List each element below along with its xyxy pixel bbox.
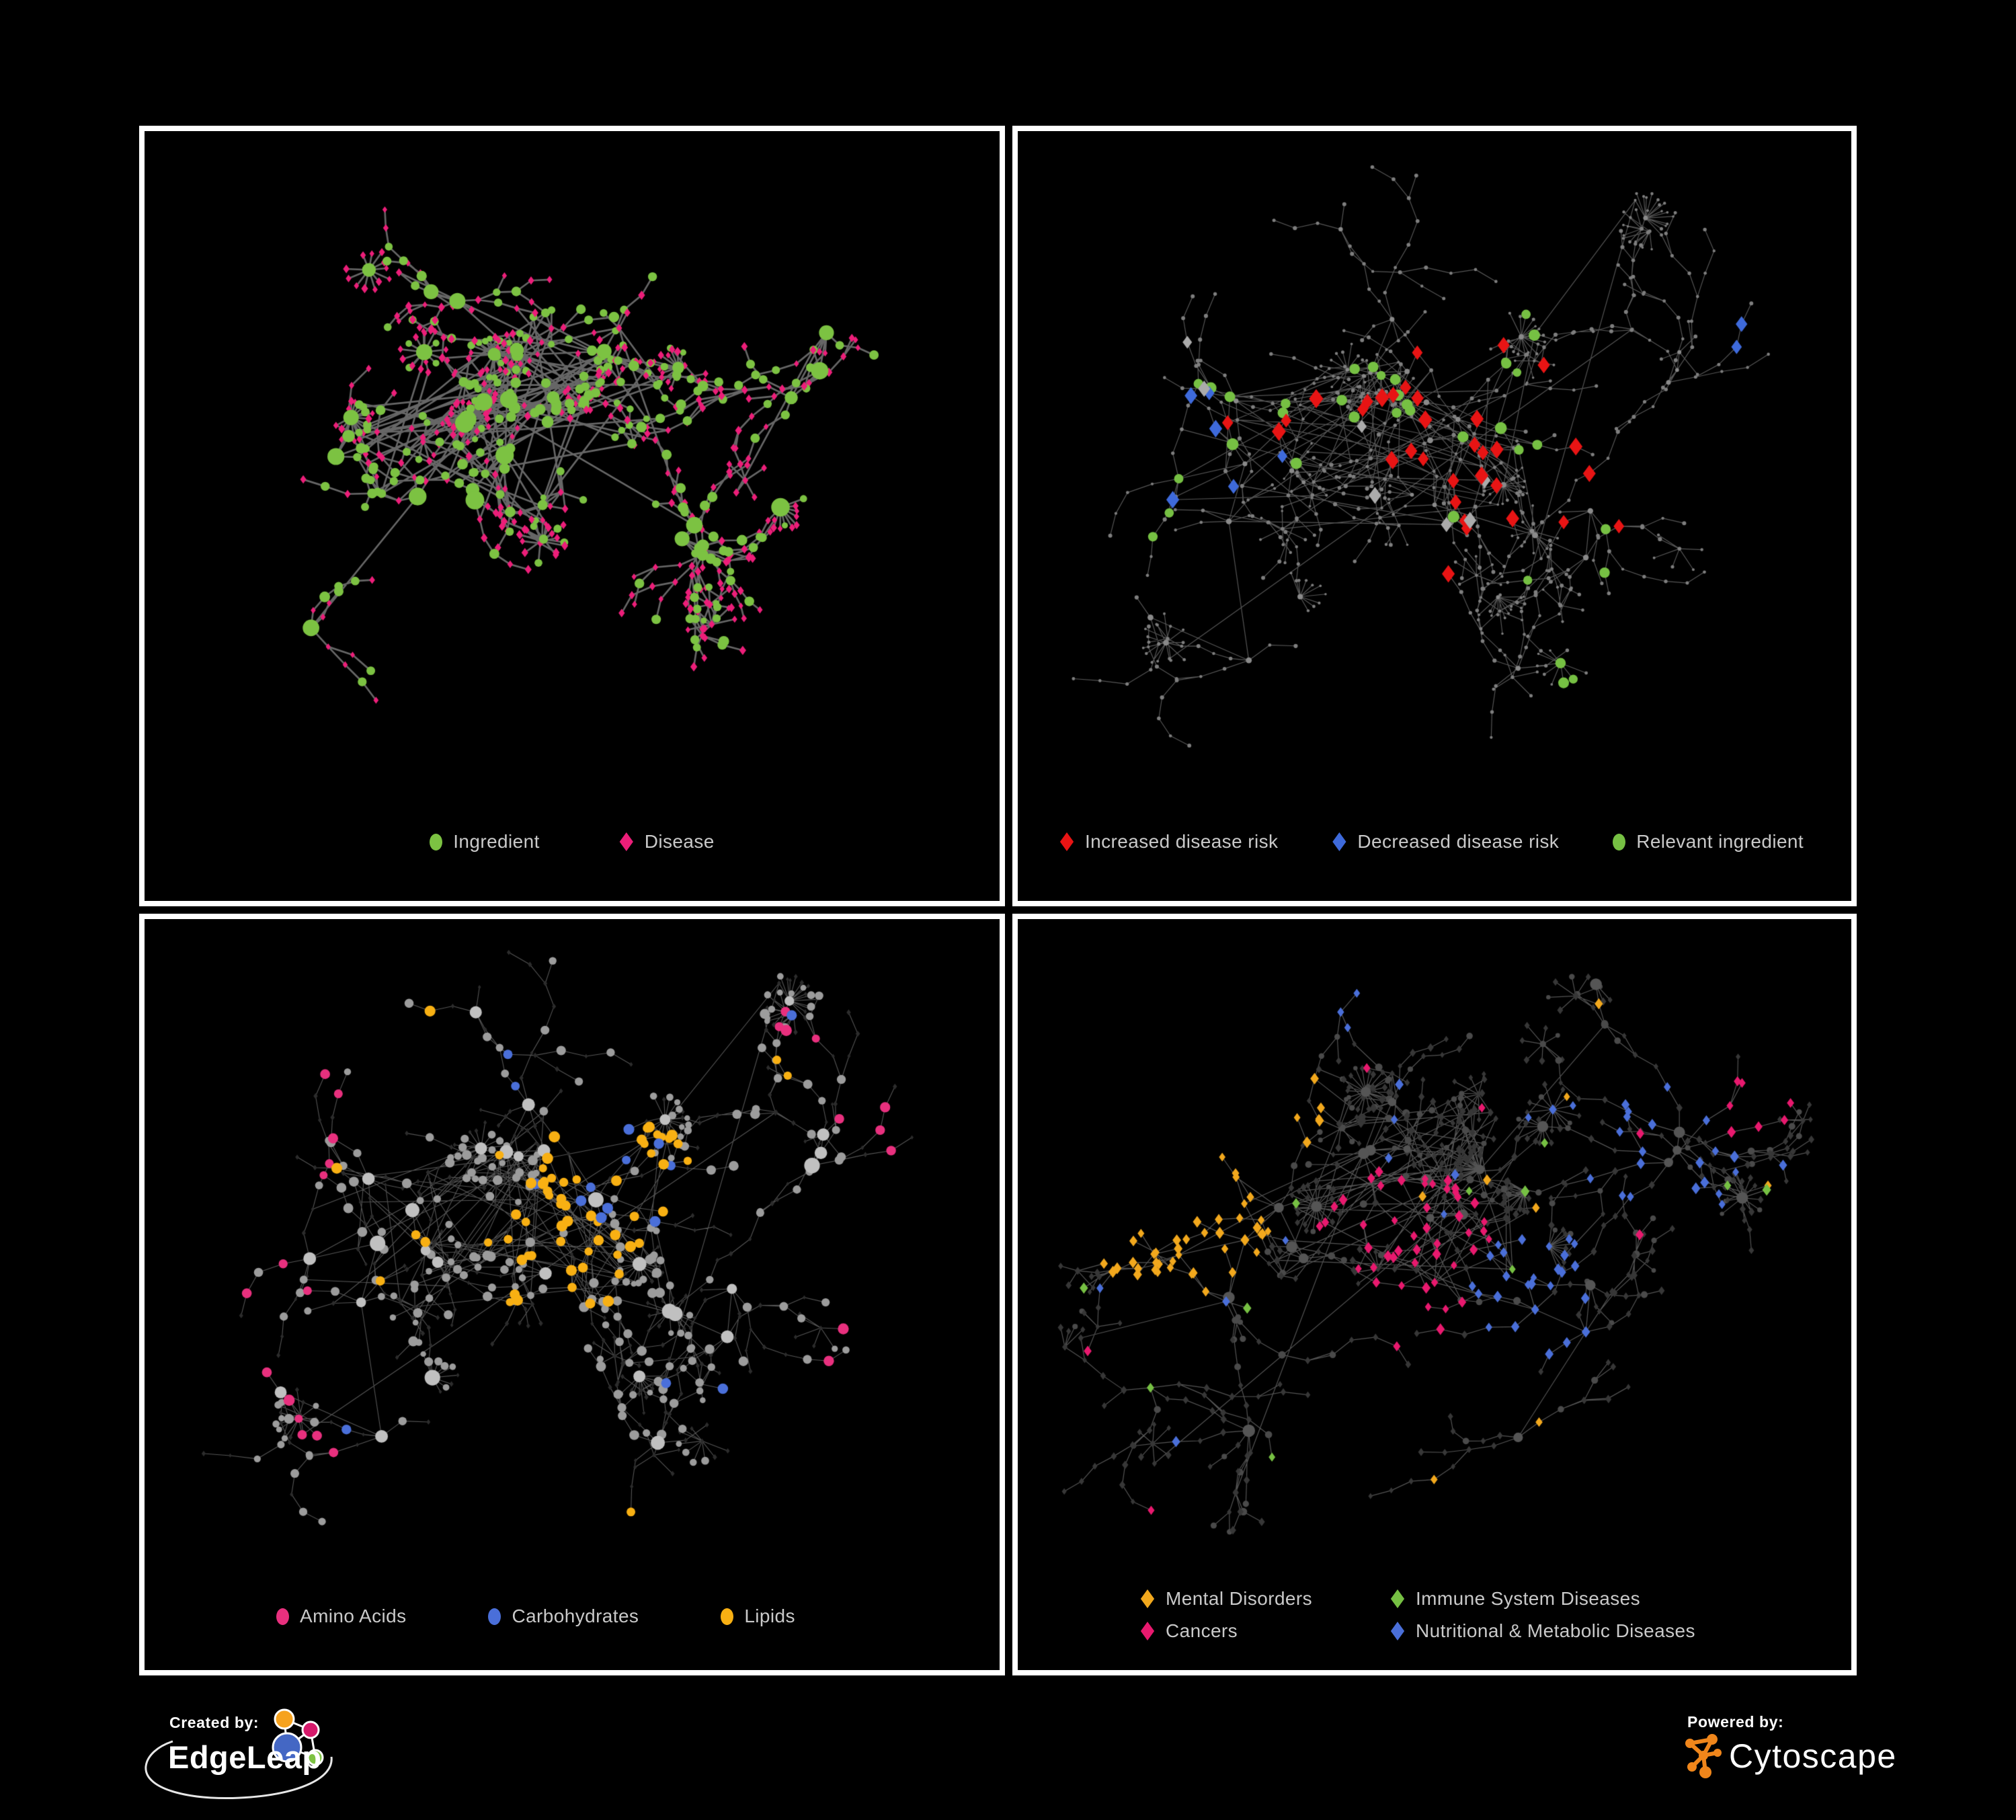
legend-swatch-ingredient-icon	[430, 833, 443, 850]
network-canvas-nutrient-classes[interactable]	[145, 919, 1000, 1575]
legend-label-disease: Disease	[644, 831, 715, 852]
panel-ingredient-disease: Ingredient Disease	[139, 126, 1005, 906]
legend-swatch-relevant-ingredient-icon	[1613, 833, 1626, 850]
legend-disease-classes: Mental Disorders Immune System Diseases Ca…	[1140, 1588, 1695, 1642]
panel-disease-classes: Mental Disorders Immune System Diseases Ca…	[1012, 914, 1857, 1675]
legend-item-ingredient: Ingredient	[430, 831, 540, 853]
network-canvas-disease-risk[interactable]	[1018, 131, 1851, 803]
legend-item-carbohydrates: Carbohydrates	[488, 1606, 639, 1627]
legend-item-nutritional-metabolic-diseases: Nutritional & Metabolic Diseases	[1390, 1620, 1695, 1642]
legend-item-mental-disorders: Mental Disorders	[1140, 1588, 1390, 1610]
legend-swatch-lipids-icon	[721, 1608, 734, 1625]
legend-label-increased-disease-risk: Increased disease risk	[1085, 831, 1279, 852]
created-by-label: Created by:	[169, 1714, 259, 1731]
legend-swatch-immune-system-diseases-icon	[1390, 1589, 1405, 1608]
legend-label-ingredient: Ingredient	[453, 831, 540, 852]
legend-item-lipids: Lipids	[721, 1606, 795, 1627]
cytoscape-logo-icon	[1685, 1734, 1722, 1778]
powered-by-label: Powered by:	[1687, 1713, 1784, 1731]
legend-label-amino-acids: Amino Acids	[300, 1606, 407, 1626]
legend-item-cancers: Cancers	[1140, 1620, 1390, 1642]
legend-label-relevant-ingredient: Relevant ingredient	[1636, 831, 1804, 852]
legend-label-nutritional-metabolic-diseases: Nutritional & Metabolic Diseases	[1416, 1620, 1695, 1641]
legend-swatch-nutritional-metabolic-diseases-icon	[1390, 1622, 1405, 1640]
legend-item-relevant-ingredient: Relevant ingredient	[1613, 831, 1804, 853]
panel-disease-risk: Increased disease risk Decreased disease …	[1012, 126, 1857, 906]
legend-item-amino-acids: Amino Acids	[276, 1606, 406, 1627]
legend-swatch-mental-disorders-icon	[1140, 1589, 1155, 1608]
legend-label-carbohydrates: Carbohydrates	[512, 1606, 639, 1626]
legend-label-lipids: Lipids	[744, 1606, 795, 1626]
legend-swatch-cancers-icon	[1140, 1622, 1155, 1640]
legend-item-disease: Disease	[619, 831, 715, 853]
legend-swatch-decreased-disease-risk-icon	[1332, 832, 1346, 851]
legend-swatch-amino-acids-icon	[276, 1608, 289, 1625]
legend-label-decreased-disease-risk: Decreased disease risk	[1357, 831, 1560, 852]
cytoscape-wordmark: Cytoscape	[1729, 1737, 1897, 1775]
legend-item-increased-disease-risk: Increased disease risk	[1059, 831, 1278, 853]
legend-nutrient-classes: Amino Acids Carbohydrates Lipids	[145, 1606, 1000, 1627]
legend-ingredient-disease: Ingredient Disease	[145, 831, 1000, 853]
legend-swatch-disease-icon	[619, 832, 633, 851]
legend-item-immune-system-diseases: Immune System Diseases	[1390, 1588, 1695, 1610]
legend-label-mental-disorders: Mental Disorders	[1166, 1588, 1313, 1609]
edgeleap-logo-icon	[145, 1708, 333, 1800]
legend-label-cancers: Cancers	[1166, 1620, 1238, 1641]
legend-swatch-carbohydrates-icon	[488, 1608, 501, 1625]
network-canvas-disease-classes[interactable]	[1018, 919, 1851, 1568]
legend-item-decreased-disease-risk: Decreased disease risk	[1332, 831, 1559, 853]
legend-label-immune-system-diseases: Immune System Diseases	[1416, 1588, 1641, 1609]
edgeleap-wordmark: EdgeLeap	[168, 1739, 322, 1775]
legend-swatch-increased-disease-risk-icon	[1059, 832, 1074, 851]
panel-nutrient-classes: Amino Acids Carbohydrates Lipids	[139, 914, 1005, 1675]
legend-disease-risk: Increased disease risk Decreased disease …	[1018, 831, 1851, 853]
network-canvas-ingredient-disease[interactable]	[145, 131, 1000, 803]
